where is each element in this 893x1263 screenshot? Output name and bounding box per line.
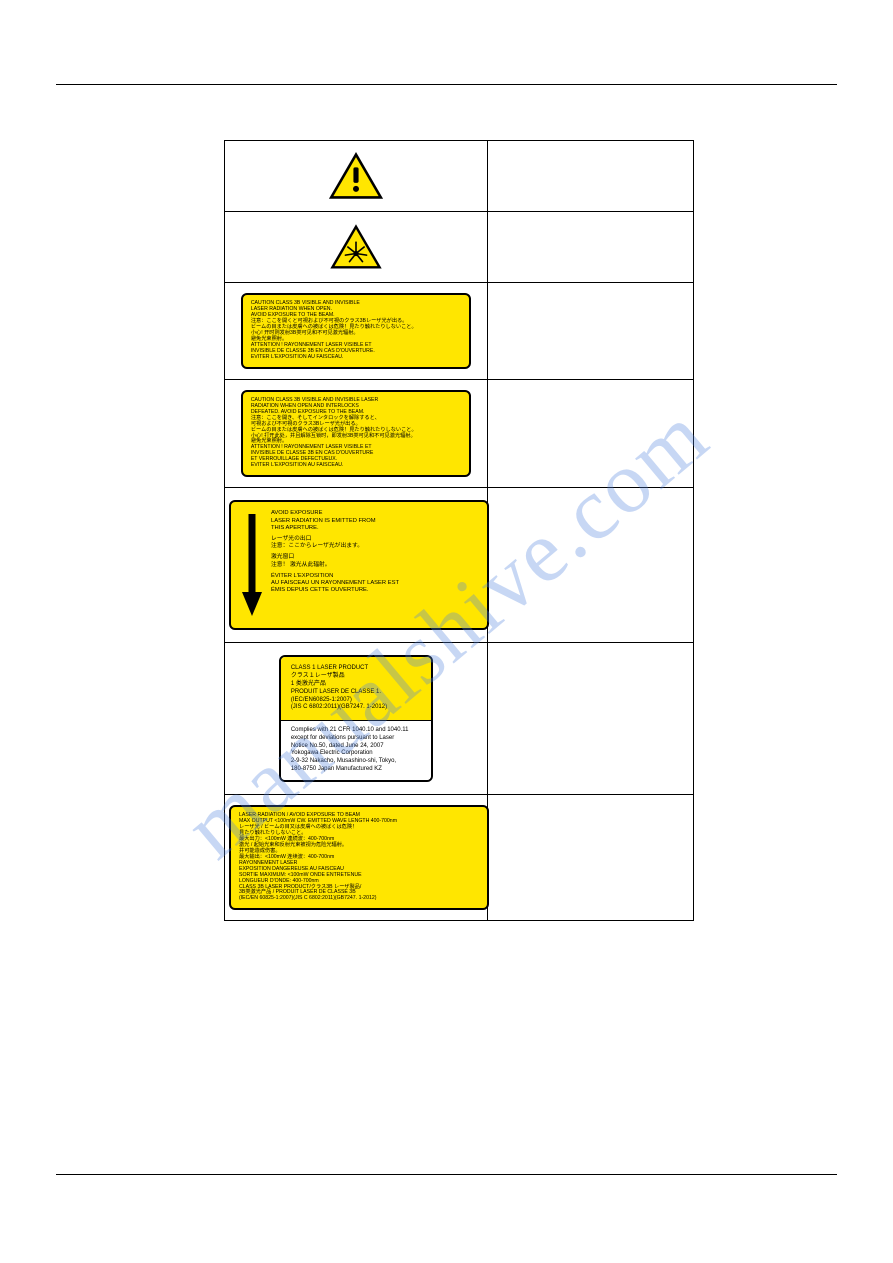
aperture-label: AVOID EXPOSURELASER RADIATION IS EMITTED… — [229, 500, 489, 630]
empty-cell — [487, 212, 693, 283]
empty-cell — [487, 283, 693, 380]
bottom-rule — [56, 1174, 837, 1175]
laser-radiation-label: LASER RADIATION / AVOID EXPOSURE TO BEAM… — [229, 805, 489, 911]
empty-cell — [487, 643, 693, 795]
table-row: CLASS 1 LASER PRODUCTクラス１レーザ製品1 类激光产品PRO… — [225, 643, 694, 795]
class1-bottom: Complies with 21 CFR 1040.10 and 1040.11… — [281, 721, 431, 780]
down-arrow-icon — [239, 510, 265, 620]
page: CAUTION CLASS 3B VISIBLE AND INVISIBLELA… — [56, 60, 837, 1193]
empty-cell — [487, 379, 693, 488]
class1-label: CLASS 1 LASER PRODUCTクラス１レーザ製品1 类激光产品PRO… — [279, 655, 433, 782]
table-row — [225, 212, 694, 283]
warning-icon — [328, 152, 384, 200]
class1-top: CLASS 1 LASER PRODUCTクラス１レーザ製品1 类激光产品PRO… — [281, 657, 431, 721]
table-row: CAUTION CLASS 3B VISIBLE AND INVISIBLELA… — [225, 283, 694, 380]
caution-label-2: CAUTION CLASS 3B VISIBLE AND INVISIBLE L… — [241, 390, 471, 478]
top-rule — [56, 84, 837, 85]
table-row: AVOID EXPOSURELASER RADIATION IS EMITTED… — [225, 488, 694, 643]
caution-label-1: CAUTION CLASS 3B VISIBLE AND INVISIBLELA… — [241, 293, 471, 369]
aperture-text: AVOID EXPOSURELASER RADIATION IS EMITTED… — [265, 510, 479, 620]
safety-labels-table: CAUTION CLASS 3B VISIBLE AND INVISIBLELA… — [224, 140, 694, 921]
empty-cell — [487, 141, 693, 212]
empty-cell — [487, 488, 693, 643]
table-row — [225, 141, 694, 212]
laser-warning-icon — [330, 223, 382, 271]
empty-cell — [487, 794, 693, 921]
table-row: CAUTION CLASS 3B VISIBLE AND INVISIBLE L… — [225, 379, 694, 488]
table-row: LASER RADIATION / AVOID EXPOSURE TO BEAM… — [225, 794, 694, 921]
